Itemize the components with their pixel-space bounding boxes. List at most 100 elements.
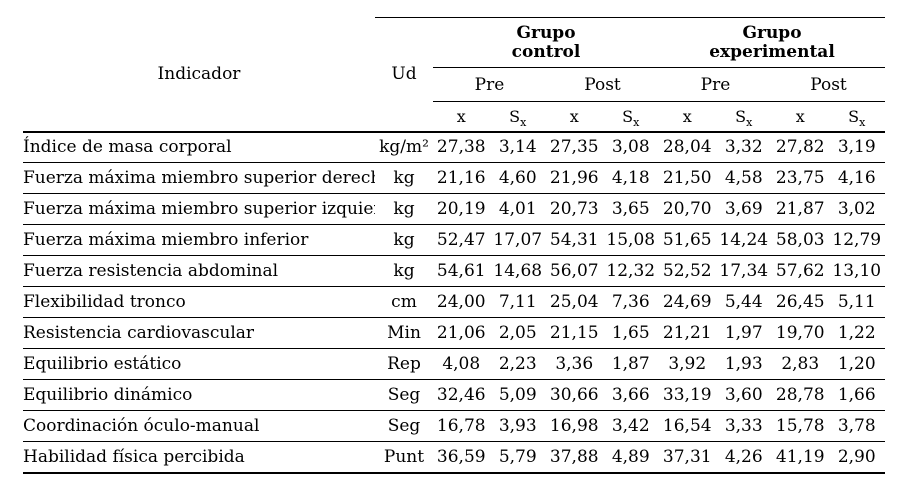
value-cell: 4,89 [602,441,659,474]
group-header-row: Indicador Ud Grupo control Grupo experim… [23,17,885,133]
value-cell: 12,79 [828,224,885,256]
value-cell: 2,05 [489,317,546,349]
value-cell: 1,87 [602,348,659,380]
indicator-cell: Resistencia cardiovascular [23,317,375,349]
header-mean: x [546,101,603,133]
value-cell: 3,19 [828,131,885,163]
header-group-control: Grupo control [433,17,659,68]
unit-cell: Seg [375,379,433,411]
value-cell: 52,52 [659,255,716,287]
value-cell: 26,45 [772,286,829,318]
value-cell: 54,61 [433,255,490,287]
value-cell: 37,88 [546,441,603,474]
value-cell: 58,03 [772,224,829,256]
value-cell: 3,32 [715,131,772,163]
value-cell: 51,65 [659,224,716,256]
value-cell: 23,75 [772,162,829,194]
value-cell: 7,11 [489,286,546,318]
table-row: Índice de masa corporal kg/m² 27,38 3,14… [23,131,885,163]
indicator-cell: Fuerza máxima miembro superior izquierdo [23,193,375,225]
stats-header-row: x Sx x Sx x Sx x Sx [23,101,885,133]
value-cell: 33,19 [659,379,716,411]
value-cell: 3,93 [489,410,546,442]
value-cell: 13,10 [828,255,885,287]
indicator-cell: Fuerza máxima miembro inferior [23,224,375,256]
unit-cell: kg [375,162,433,194]
header-mean: x [772,101,829,133]
table-row: Coordinación óculo-manual Seg 16,78 3,93… [23,410,885,442]
table-row: Habilidad física percibida Punt 36,59 5,… [23,441,885,474]
value-cell: 21,21 [659,317,716,349]
value-cell: 21,50 [659,162,716,194]
unit-cell: kg/m² [375,131,433,163]
value-cell: 4,26 [715,441,772,474]
unit-cell: kg [375,224,433,256]
value-cell: 24,00 [433,286,490,318]
table-row: Flexibilidad tronco cm 24,00 7,11 25,04 … [23,286,885,318]
unit-cell: Punt [375,441,433,474]
value-cell: 17,07 [489,224,546,256]
value-cell: 1,65 [602,317,659,349]
table-row: Equilibrio dinámico Seg 32,46 5,09 30,66… [23,379,885,411]
header-sd: Sx [489,101,546,133]
header-mean: x [659,101,716,133]
unit-cell: cm [375,286,433,318]
header-experimental-pre: Pre [659,67,772,102]
value-cell: 1,93 [715,348,772,380]
value-cell: 20,70 [659,193,716,225]
unit-cell: Seg [375,410,433,442]
indicator-cell: Equilibrio estático [23,348,375,380]
value-cell: 15,78 [772,410,829,442]
value-cell: 41,19 [772,441,829,474]
value-cell: 14,24 [715,224,772,256]
indicator-cell: Índice de masa corporal [23,131,375,163]
value-cell: 3,33 [715,410,772,442]
indicator-cell: Fuerza máxima miembro superior derecho [23,162,375,194]
value-cell: 21,15 [546,317,603,349]
value-cell: 3,36 [546,348,603,380]
value-cell: 5,79 [489,441,546,474]
value-cell: 52,47 [433,224,490,256]
value-cell: 32,46 [433,379,490,411]
value-cell: 54,31 [546,224,603,256]
unit-cell: Min [375,317,433,349]
value-cell: 4,08 [433,348,490,380]
indicator-cell: Habilidad física percibida [23,441,375,474]
results-table: Indicador Ud Grupo control Grupo experim… [23,17,885,474]
value-cell: 4,01 [489,193,546,225]
header-control-pre: Pre [433,67,546,102]
value-cell: 2,90 [828,441,885,474]
header-mean: x [433,101,490,133]
value-cell: 2,23 [489,348,546,380]
value-cell: 3,65 [602,193,659,225]
table-row: Fuerza máxima miembro superior izquierdo… [23,193,885,225]
value-cell: 2,83 [772,348,829,380]
header-sd: Sx [602,101,659,133]
header-sd: Sx [715,101,772,133]
value-cell: 21,87 [772,193,829,225]
value-cell: 28,78 [772,379,829,411]
value-cell: 16,78 [433,410,490,442]
unit-cell: Rep [375,348,433,380]
value-cell: 1,66 [828,379,885,411]
value-cell: 21,16 [433,162,490,194]
header-control-post: Post [546,67,659,102]
prepost-header-row: Pre Post Pre Post [23,67,885,102]
table-header: Indicador Ud Grupo control Grupo experim… [23,17,885,133]
value-cell: 57,62 [772,255,829,287]
value-cell: 16,98 [546,410,603,442]
value-cell: 4,18 [602,162,659,194]
value-cell: 21,06 [433,317,490,349]
group-control-label: Grupo control [511,22,581,62]
unit-cell: kg [375,255,433,287]
value-cell: 7,36 [602,286,659,318]
value-cell: 16,54 [659,410,716,442]
value-cell: 4,16 [828,162,885,194]
indicator-cell: Flexibilidad tronco [23,286,375,318]
header-experimental-post: Post [772,67,885,102]
header-ud: Ud [375,17,433,133]
value-cell: 1,20 [828,348,885,380]
value-cell: 3,69 [715,193,772,225]
value-cell: 4,58 [715,162,772,194]
value-cell: 19,70 [772,317,829,349]
